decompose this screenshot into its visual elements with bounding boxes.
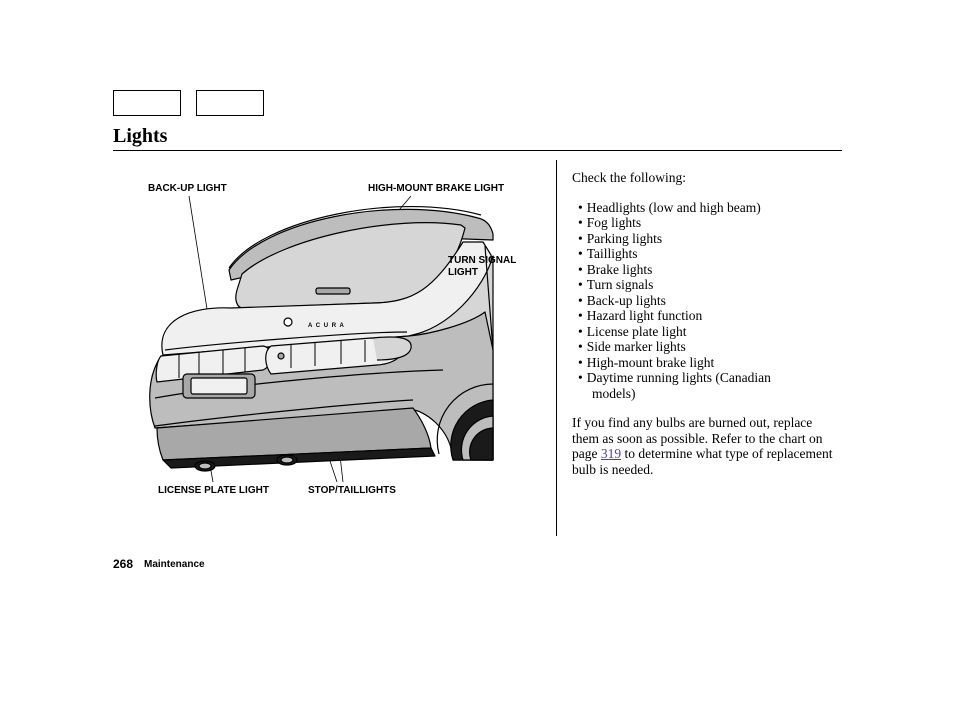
list-item: High-mount brake light xyxy=(578,355,842,371)
car-svg: A C U R A xyxy=(113,160,543,520)
callout-back-up-light: BACK-UP LIGHT xyxy=(148,183,227,195)
callout-stop-taillights: STOP/TAILLIGHTS xyxy=(308,485,396,497)
column-divider xyxy=(556,160,557,536)
callout-turn-signal-l2: LIGHT xyxy=(448,267,478,278)
callout-high-mount: HIGH-MOUNT BRAKE LIGHT xyxy=(368,183,504,195)
list-item: Brake lights xyxy=(578,262,842,278)
check-list: Headlights (low and high beam) Fog light… xyxy=(572,200,842,402)
list-item: Fog lights xyxy=(578,215,842,231)
list-item: License plate light xyxy=(578,324,842,340)
list-item: Hazard light function xyxy=(578,308,842,324)
section-title: Lights xyxy=(113,125,167,148)
page-ref-link[interactable]: 319 xyxy=(601,446,621,461)
car-diagram: A C U R A xyxy=(113,160,543,520)
list-item: Side marker lights xyxy=(578,339,842,355)
callout-turn-signal-l1: TURN SIGNAL xyxy=(448,255,516,266)
body-text-column: Check the following: Headlights (low and… xyxy=(572,170,842,477)
page-root: Lights xyxy=(0,0,954,710)
list-item: Turn signals xyxy=(578,277,842,293)
list-item: Headlights (low and high beam) xyxy=(578,200,842,216)
footer-page-number: 268 xyxy=(113,557,133,571)
title-rule xyxy=(113,150,842,151)
list-item: Daytime running lights (Canadian xyxy=(578,370,842,386)
list-item: Taillights xyxy=(578,246,842,262)
svg-text:A C U R A: A C U R A xyxy=(308,323,345,329)
check-intro: Check the following: xyxy=(572,170,842,186)
callout-turn-signal: TURN SIGNAL LIGHT xyxy=(448,255,528,278)
nav-prev-button[interactable] xyxy=(113,90,181,116)
nav-next-button[interactable] xyxy=(196,90,264,116)
callout-license-plate: LICENSE PLATE LIGHT xyxy=(158,485,269,497)
list-item: Parking lights xyxy=(578,231,842,247)
footer-section-name: Maintenance xyxy=(144,559,205,570)
list-item-continuation: models) xyxy=(578,386,842,402)
list-item: Back-up lights xyxy=(578,293,842,309)
after-text: If you find any bulbs are burned out, re… xyxy=(572,415,842,477)
